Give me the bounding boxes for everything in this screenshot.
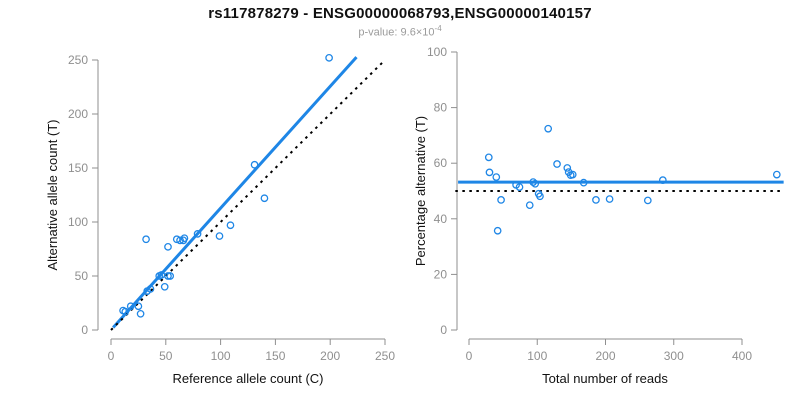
right-data-point <box>553 160 561 168</box>
left-data-point <box>176 236 184 245</box>
right-data-point <box>772 170 781 179</box>
right-data-point <box>531 179 540 188</box>
left-data-point <box>142 235 150 244</box>
left-data-point <box>121 307 130 316</box>
right-x-tick-label: 0 <box>466 349 473 363</box>
left-data-point <box>134 302 143 311</box>
right-x-tick-label: 300 <box>664 349 684 363</box>
right-y-tick-label: 20 <box>434 267 448 281</box>
left-data-point <box>250 160 259 169</box>
left-data-point <box>136 309 145 318</box>
p-value-base: 10 <box>422 26 435 39</box>
right-data-point <box>563 164 572 172</box>
left-data-point <box>146 285 155 293</box>
left-data-point <box>126 302 135 311</box>
right-data-point <box>579 178 588 187</box>
p-value-prefix: p-value: <box>358 26 401 39</box>
left-data-point <box>160 282 169 291</box>
right-data-point <box>536 192 544 201</box>
left-y-tick-label: 150 <box>68 161 88 175</box>
right-x-tick-label: 200 <box>595 349 615 363</box>
right-data-point <box>525 201 534 210</box>
right-data-point <box>544 124 553 133</box>
right-data-point <box>658 176 667 185</box>
left-data-point <box>215 232 224 240</box>
right-data-point <box>515 183 524 191</box>
right-data-point <box>485 168 494 177</box>
left-x-tick-label: 250 <box>375 349 395 363</box>
left-y-axis-title: Alternative allele count (T) <box>45 119 60 270</box>
right-y-tick-label: 0 <box>440 323 447 337</box>
left-y-tick-label: 200 <box>68 107 88 121</box>
left-data-point <box>325 53 333 62</box>
right-data-point <box>484 153 493 162</box>
p-value-times: × <box>415 26 423 39</box>
left-data-point <box>260 194 269 203</box>
left-data-point <box>164 242 172 251</box>
right-y-tick-label: 60 <box>434 156 448 170</box>
right-data-point <box>568 170 577 179</box>
right-data-point <box>643 196 652 205</box>
p-value-exponent: -4 <box>434 24 442 33</box>
right-data-point <box>529 178 538 186</box>
p-value-mantissa: 9.6 <box>400 26 416 39</box>
plot-subtitle: p-value: 9.6×10-4 <box>0 24 800 39</box>
right-data-point <box>497 196 505 204</box>
right-y-axis-title: Percentage alternative (T) <box>413 116 428 266</box>
left-y-tick-label: 250 <box>68 53 88 67</box>
right-y-tick-label: 100 <box>427 45 447 59</box>
right-data-point <box>492 173 501 181</box>
left-x-tick-label: 50 <box>159 349 173 363</box>
left-data-point <box>166 272 175 280</box>
left-data-point <box>226 221 235 230</box>
right-data-point <box>605 195 614 203</box>
identity-line <box>110 59 386 331</box>
left-data-point <box>180 234 189 243</box>
left-x-tick-label: 100 <box>211 349 231 363</box>
right-x-axis-title: Total number of reads <box>542 371 668 386</box>
left-y-tick-label: 100 <box>68 215 88 229</box>
left-data-point <box>193 230 202 238</box>
right-data-point <box>592 196 600 204</box>
left-y-tick-label: 0 <box>81 323 88 337</box>
right-x-tick-label: 400 <box>732 349 752 363</box>
left-x-tick-label: 150 <box>265 349 285 363</box>
right-y-tick-label: 80 <box>434 101 448 115</box>
right-y-tick-label: 40 <box>434 212 448 226</box>
left-x-tick-label: 200 <box>320 349 340 363</box>
plot-title: rs117878279 - ENSG00000068793,ENSG000001… <box>208 5 592 22</box>
left-x-tick-label: 0 <box>108 349 115 363</box>
left-y-tick-label: 50 <box>75 269 89 283</box>
right-data-point <box>493 226 502 235</box>
regression-line <box>112 56 358 329</box>
left-data-point <box>164 272 172 280</box>
right-x-tick-label: 100 <box>527 349 547 363</box>
left-x-axis-title: Reference allele count (C) <box>172 371 323 386</box>
